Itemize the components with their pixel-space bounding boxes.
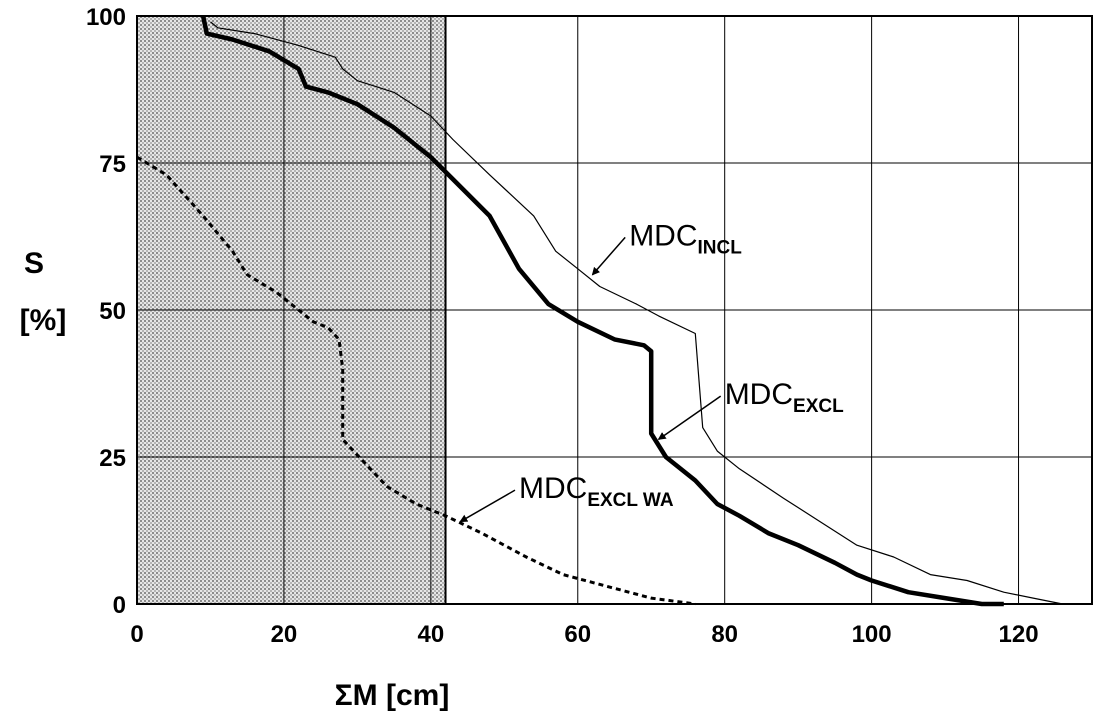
series-lines [136, 15, 1063, 607]
y-tick-label: 25 [99, 445, 126, 472]
y-axis-title: S [24, 247, 44, 280]
annotation-arrow [459, 489, 516, 523]
x-tick-label: 20 [271, 621, 298, 648]
annotation-excl: MDCEXCL [657, 378, 844, 440]
x-tick-label: 100 [852, 621, 892, 648]
annotation-label: MDCEXCL [725, 378, 844, 417]
series-line-excl [200, 15, 1004, 607]
x-tick-label: 0 [130, 621, 143, 648]
x-tick-label: 60 [564, 621, 591, 648]
annotation-arrow [657, 395, 722, 440]
y-tick-label: 100 [86, 4, 126, 31]
annotation-excl-wa: MDCEXCL WA [459, 472, 674, 523]
x-axis-title: ΣM [cm] [335, 679, 450, 712]
plot-frame [136, 15, 1093, 605]
annotation-arrow [591, 236, 626, 276]
annotation-incl: MDCINCL [591, 219, 742, 276]
x-tick-label: 80 [711, 621, 738, 648]
y-axis-unit: [%] [20, 304, 67, 337]
annotation-label: MDCEXCL WA [519, 472, 674, 511]
series-line-incl [210, 21, 1063, 605]
annotation-label: MDCINCL [629, 219, 742, 258]
y-tick-label: 75 [99, 151, 126, 178]
plot-border [136, 15, 1093, 605]
annotations: MDCINCL MDCEXCL MDCEXCL WA [459, 219, 844, 523]
x-tick-label: 40 [417, 621, 444, 648]
x-tick-label: 120 [999, 621, 1039, 648]
y-tick-label: 0 [113, 592, 126, 619]
y-tick-label: 50 [99, 298, 126, 325]
tick-labels: 0 20 40 60 80 100 120 0 25 50 75 100 [86, 4, 1039, 648]
